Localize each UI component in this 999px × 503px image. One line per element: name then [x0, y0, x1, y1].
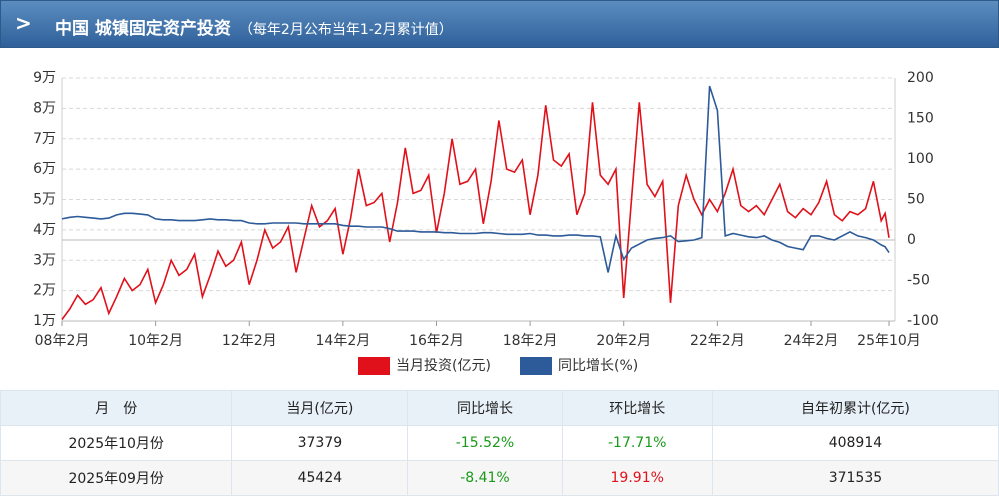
table-cell: 408914	[711, 425, 999, 461]
title-text: 中国 城镇固定资产投资	[55, 19, 231, 39]
y-tick-label: 8万	[33, 100, 56, 116]
table-cell: 19.91%	[561, 460, 713, 496]
y-tick-label: 3万	[33, 252, 56, 268]
table-cell: 45424	[231, 460, 409, 496]
x-tick-label: 24年2月	[784, 333, 839, 349]
table-header: 月 份当月(亿元) 同比增长 环比增长 自年初累计(亿元)	[0, 390, 999, 426]
legend-swatch	[520, 357, 552, 375]
x-tick-label: 25年10月	[857, 333, 921, 349]
table-cell: 37379	[231, 425, 409, 461]
subtitle: （每年2月公布当年1-2月累计值）	[238, 22, 453, 38]
y2-tick-label: 100	[907, 151, 934, 167]
column-header: 当月(亿元)	[231, 390, 409, 426]
y-tick-label: 2万	[33, 283, 56, 299]
table-cell: -8.41%	[407, 460, 563, 496]
y-tick-label: 6万	[33, 161, 56, 177]
x-tick-label: 20年2月	[596, 333, 651, 349]
header-bar: > 中国 城镇固定资产投资 （每年2月公布当年1-2月累计值）	[0, 0, 999, 48]
x-tick-label: 08年2月	[35, 333, 90, 349]
series-line	[61, 102, 890, 320]
table-cell: 2025年09月份	[0, 460, 233, 496]
y-tick-label: 7万	[33, 131, 56, 147]
y2-tick-label: 200	[907, 70, 934, 86]
legend-label: 当月投资(亿元)	[396, 358, 491, 374]
x-tick-label: 22年2月	[690, 333, 745, 349]
y2-tick-label: 0	[907, 232, 916, 248]
x-tick-label: 14年2月	[316, 333, 371, 349]
x-tick-label: 10年2月	[128, 333, 183, 349]
column-header: 月 份	[0, 390, 233, 426]
series-line	[61, 85, 890, 273]
column-header: 同比增长	[407, 390, 563, 426]
table-row: 2025年10月份 37379 -15.52% -17.71% 408914	[0, 425, 999, 461]
data-table: 月 份当月(亿元) 同比增长 环比增长 自年初累计(亿元) 2025年10月份 37379…	[0, 390, 999, 496]
y2-tick-label: 50	[907, 192, 925, 208]
column-header: 环比增长	[561, 390, 713, 426]
y-tick-label: 1万	[33, 313, 56, 329]
table-cell: 371535	[711, 460, 999, 496]
y2-tick-label: -100	[907, 313, 939, 329]
x-tick-label: 18年2月	[503, 333, 558, 349]
legend-label: 同比增长(%)	[558, 358, 638, 374]
y-tick-label: 5万	[33, 192, 56, 208]
title: 中国 城镇固定资产投资 （每年2月公布当年1-2月累计值）	[55, 14, 453, 39]
y2-tick-label: 150	[907, 111, 934, 127]
x-tick-label: 12年2月	[222, 333, 277, 349]
chart: 1万 2万 3万 4万 5万 6万 7万 8万 9万 -100 -50 0 50 100 150 200 08年…	[33, 70, 939, 375]
y-tick-label: 9万	[33, 70, 56, 86]
table-cell: -15.52%	[407, 425, 563, 461]
table-cell: 2025年10月份	[0, 425, 233, 461]
table-cell: -17.71%	[561, 425, 713, 461]
x-tick-label: 16年2月	[409, 333, 464, 349]
y2-tick-label: -50	[907, 273, 930, 289]
y-tick-label: 4万	[33, 222, 56, 238]
arrow-icon[interactable]: >	[15, 11, 32, 35]
table-row: 2025年09月份 45424 -8.41% 19.91% 371535	[0, 460, 999, 496]
column-header: 自年初累计(亿元)	[711, 390, 999, 426]
legend-swatch	[358, 357, 390, 375]
